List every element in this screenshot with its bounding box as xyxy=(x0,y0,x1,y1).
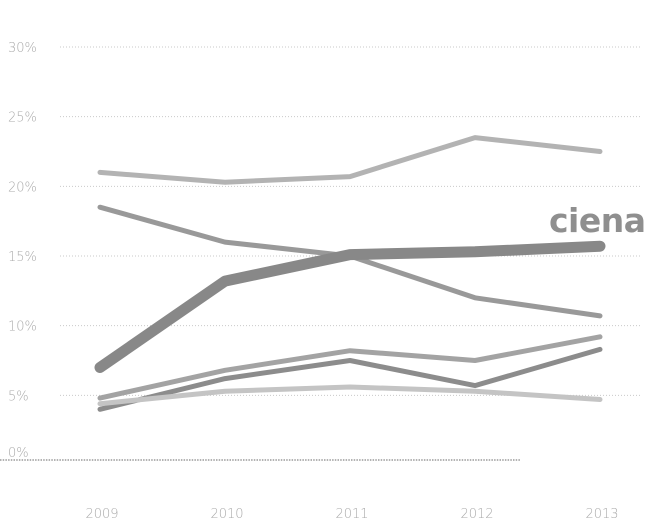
x-tick-label: 2013 xyxy=(585,507,618,522)
series-line-1 xyxy=(97,135,603,185)
y-tick-label: 25% xyxy=(8,111,37,126)
series-line-6 xyxy=(97,384,603,407)
y-tick-label: 30% xyxy=(8,41,37,56)
y-tick-label: 0% xyxy=(8,446,29,461)
series-line-5 xyxy=(97,346,603,412)
y-tick-label: 10% xyxy=(8,320,37,335)
y-axis: 0% 5% 10% 15% 20% 25% 30% xyxy=(8,41,37,461)
x-axis: 2009 2010 2011 2012 2013 xyxy=(85,507,618,522)
ciena-logo: ciena xyxy=(549,201,646,240)
x-tick-label: 2010 xyxy=(210,507,243,522)
x-tick-label: 2012 xyxy=(460,507,493,522)
x-tick-label: 2011 xyxy=(335,507,368,522)
series-line-4 xyxy=(97,334,603,401)
y-tick-label: 15% xyxy=(8,250,37,265)
series-line-2 xyxy=(97,204,603,319)
series-line-3 xyxy=(94,240,606,373)
y-tick-label: 20% xyxy=(8,180,37,195)
series-lines xyxy=(94,135,606,412)
x-tick-label: 2009 xyxy=(85,507,118,522)
y-tick-label: 5% xyxy=(8,389,29,404)
